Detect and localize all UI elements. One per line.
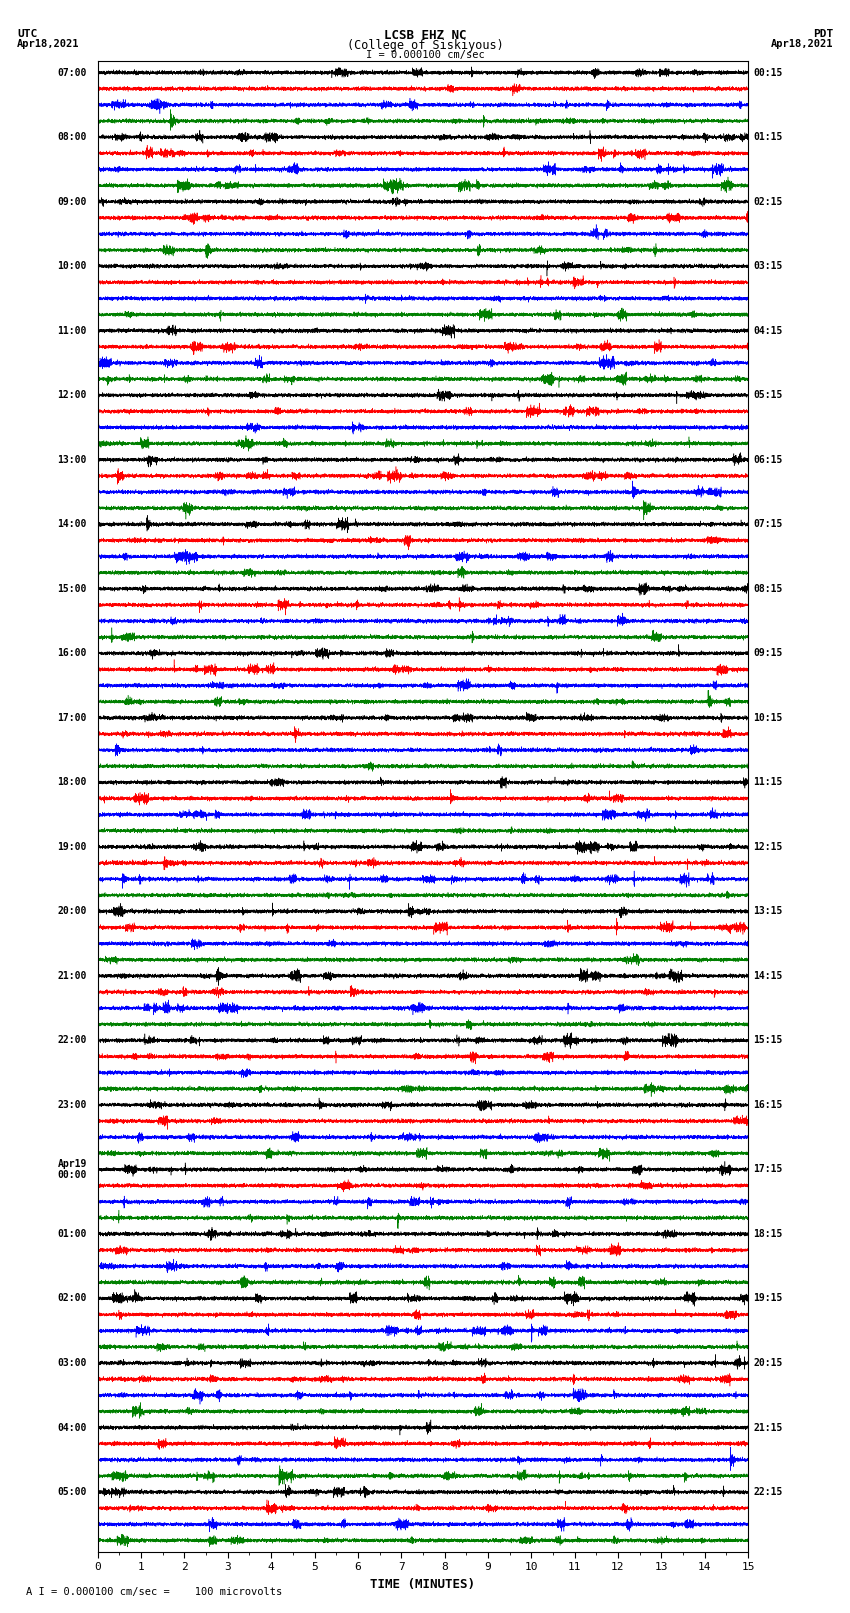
Text: 18:00: 18:00 — [58, 777, 87, 787]
Text: 02:15: 02:15 — [753, 197, 783, 206]
Text: 04:15: 04:15 — [753, 326, 783, 336]
Text: LCSB EHZ NC: LCSB EHZ NC — [383, 29, 467, 42]
Text: 16:15: 16:15 — [753, 1100, 783, 1110]
Text: 11:15: 11:15 — [753, 777, 783, 787]
Text: A I = 0.000100 cm/sec =    100 microvolts: A I = 0.000100 cm/sec = 100 microvolts — [26, 1587, 281, 1597]
Text: I = 0.000100 cm/sec: I = 0.000100 cm/sec — [366, 50, 484, 60]
Text: 18:15: 18:15 — [753, 1229, 783, 1239]
Text: 21:00: 21:00 — [58, 971, 87, 981]
Text: 03:15: 03:15 — [753, 261, 783, 271]
Text: 11:00: 11:00 — [58, 326, 87, 336]
Text: 03:00: 03:00 — [58, 1358, 87, 1368]
Text: Apr18,2021: Apr18,2021 — [770, 39, 833, 48]
X-axis label: TIME (MINUTES): TIME (MINUTES) — [371, 1578, 475, 1590]
Text: 23:00: 23:00 — [58, 1100, 87, 1110]
Text: Apr18,2021: Apr18,2021 — [17, 39, 80, 48]
Text: 07:00: 07:00 — [58, 68, 87, 77]
Text: 07:15: 07:15 — [753, 519, 783, 529]
Text: (College of Siskiyous): (College of Siskiyous) — [347, 39, 503, 52]
Text: 00:15: 00:15 — [753, 68, 783, 77]
Text: 01:00: 01:00 — [58, 1229, 87, 1239]
Text: 16:00: 16:00 — [58, 648, 87, 658]
Text: 10:15: 10:15 — [753, 713, 783, 723]
Text: Apr19
00:00: Apr19 00:00 — [58, 1158, 87, 1181]
Text: 21:15: 21:15 — [753, 1423, 783, 1432]
Text: 01:15: 01:15 — [753, 132, 783, 142]
Text: PDT: PDT — [813, 29, 833, 39]
Text: 04:00: 04:00 — [58, 1423, 87, 1432]
Text: 14:00: 14:00 — [58, 519, 87, 529]
Text: 05:00: 05:00 — [58, 1487, 87, 1497]
Text: 17:00: 17:00 — [58, 713, 87, 723]
Text: 12:00: 12:00 — [58, 390, 87, 400]
Text: 10:00: 10:00 — [58, 261, 87, 271]
Text: 05:15: 05:15 — [753, 390, 783, 400]
Text: 13:15: 13:15 — [753, 907, 783, 916]
Text: 17:15: 17:15 — [753, 1165, 783, 1174]
Text: 13:00: 13:00 — [58, 455, 87, 465]
Text: 02:00: 02:00 — [58, 1294, 87, 1303]
Text: 20:00: 20:00 — [58, 907, 87, 916]
Text: UTC: UTC — [17, 29, 37, 39]
Text: 20:15: 20:15 — [753, 1358, 783, 1368]
Text: 15:15: 15:15 — [753, 1036, 783, 1045]
Text: 19:00: 19:00 — [58, 842, 87, 852]
Text: 12:15: 12:15 — [753, 842, 783, 852]
Text: 15:00: 15:00 — [58, 584, 87, 594]
Text: 19:15: 19:15 — [753, 1294, 783, 1303]
Text: 06:15: 06:15 — [753, 455, 783, 465]
Text: 08:15: 08:15 — [753, 584, 783, 594]
Text: 08:00: 08:00 — [58, 132, 87, 142]
Text: 14:15: 14:15 — [753, 971, 783, 981]
Text: 09:00: 09:00 — [58, 197, 87, 206]
Text: 09:15: 09:15 — [753, 648, 783, 658]
Text: 22:15: 22:15 — [753, 1487, 783, 1497]
Text: 22:00: 22:00 — [58, 1036, 87, 1045]
